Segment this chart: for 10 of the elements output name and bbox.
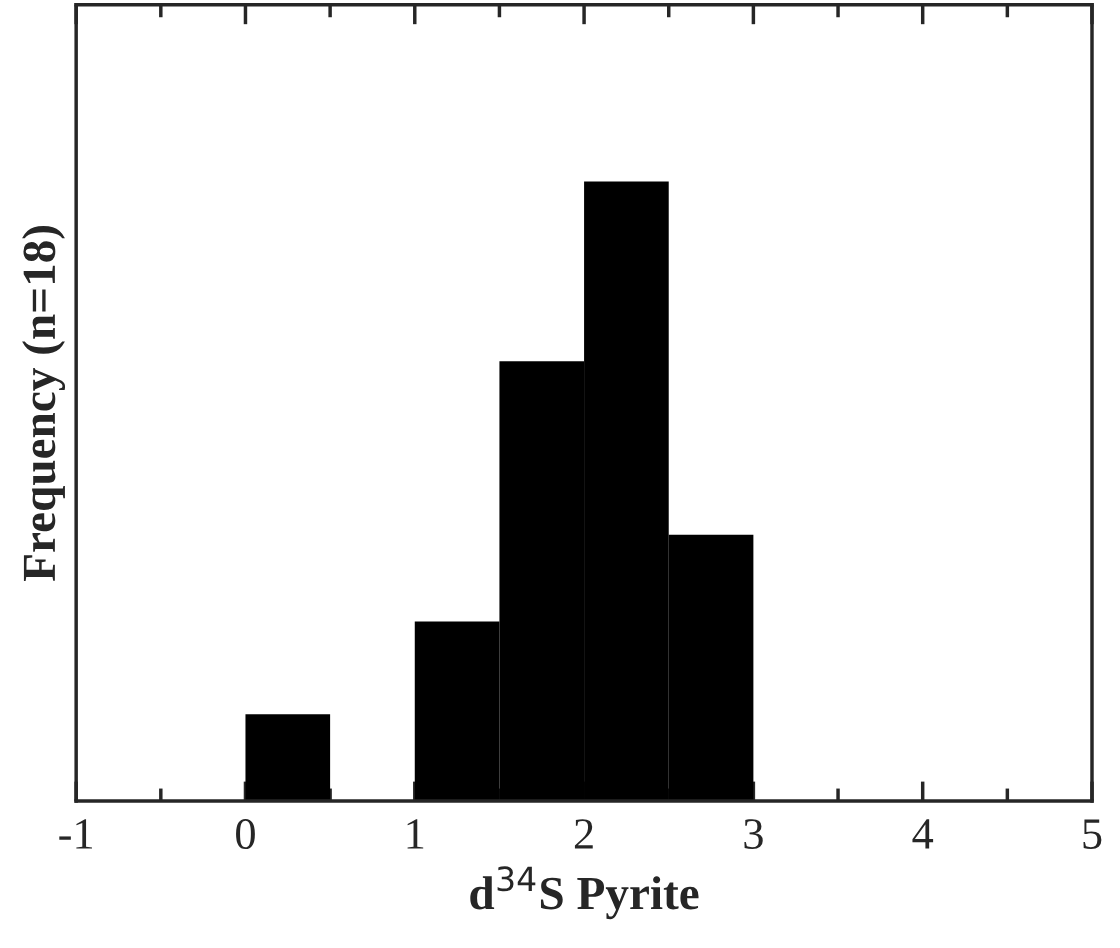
x-tick-label: 1: [407, 819, 424, 849]
x-tick-label: 5: [1083, 819, 1102, 849]
x-axis-title: d$^{34}$S Pyrite: [470, 866, 699, 920]
x-tick-label: -1: [59, 819, 93, 849]
x-tick-label: 2: [574, 819, 593, 849]
x-tick-label: 3: [744, 819, 763, 849]
x-tick-label: 0: [236, 819, 255, 849]
x-tick-label: 4: [912, 819, 934, 849]
y-axis-title: Frequency (n=18): [22, 226, 66, 582]
bar: [245, 714, 331, 802]
